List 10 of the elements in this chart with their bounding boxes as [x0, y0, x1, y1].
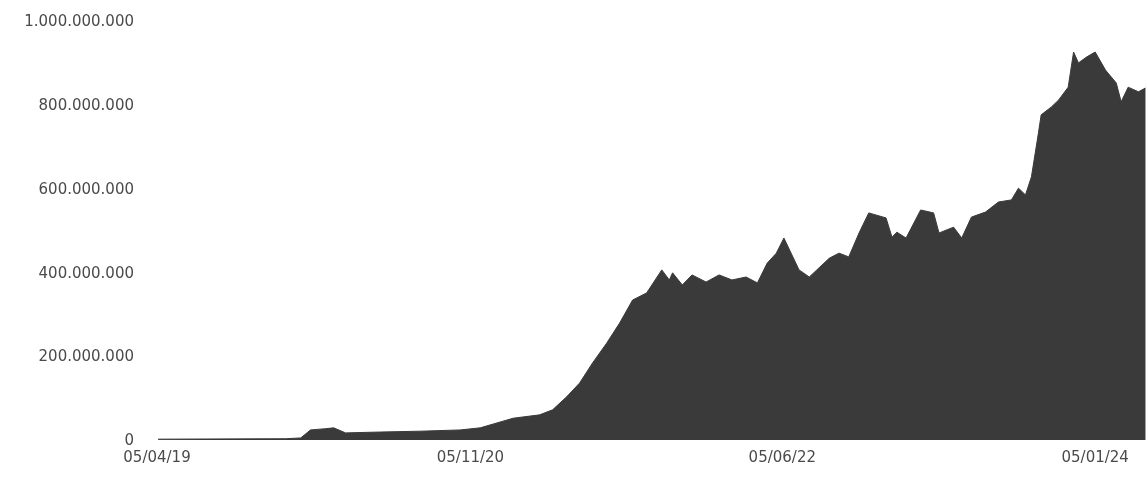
y-tick-label: 400.000.000 — [38, 263, 134, 282]
y-tick-label: 200.000.000 — [38, 347, 134, 366]
x-tick-label: 05/06/22 — [748, 448, 816, 466]
y-tick-label: 0 — [124, 431, 134, 450]
y-tick-label: 800.000.000 — [38, 96, 134, 115]
y-tick-label: 1.000.000.000 — [24, 12, 134, 31]
x-tick-label: 05/04/19 — [123, 448, 191, 466]
x-tick-label: 05/01/24 — [1061, 448, 1129, 466]
x-tick-label: 05/11/20 — [436, 448, 505, 466]
y-tick-label: 600.000.000 — [38, 179, 134, 198]
